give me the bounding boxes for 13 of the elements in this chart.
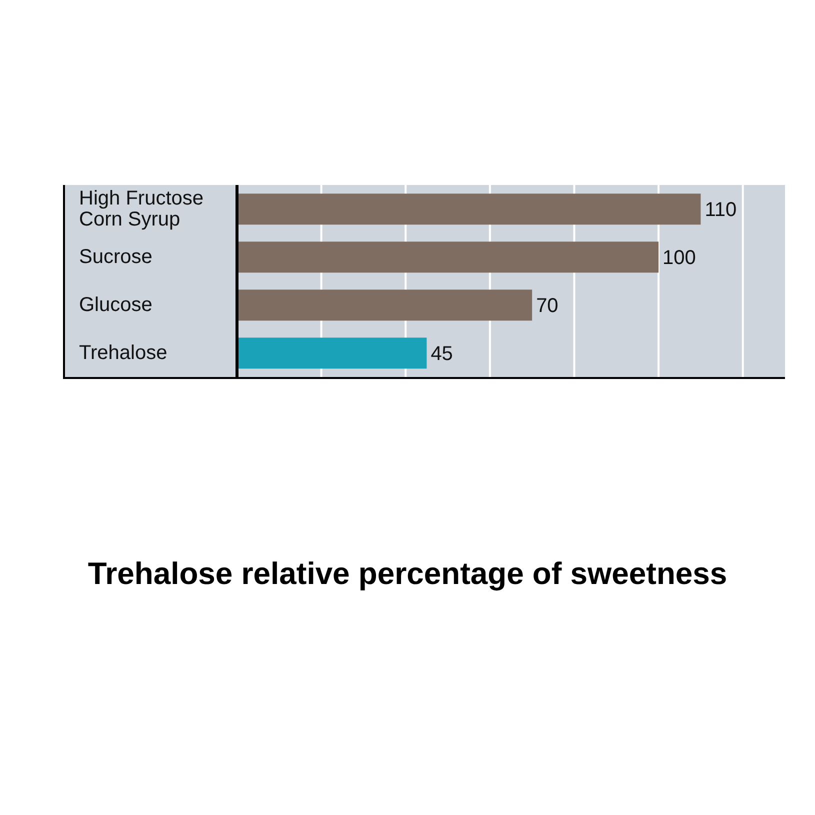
bar bbox=[237, 290, 532, 321]
y-tick-label: Glucose bbox=[79, 294, 152, 316]
data-label: 70 bbox=[536, 295, 558, 318]
bar bbox=[237, 338, 427, 369]
y-tick-label: Sucrose bbox=[79, 246, 152, 268]
text: Trehalose relative percentage of sweetness bbox=[86, 556, 728, 592]
y-tick-label: Trehalose bbox=[79, 342, 168, 364]
bar bbox=[237, 194, 701, 225]
bar bbox=[237, 242, 659, 273]
y-tick-label: High Fructose Corn Syrup bbox=[79, 188, 204, 230]
data-label: 45 bbox=[430, 343, 453, 366]
data-label: 100 bbox=[662, 247, 696, 270]
data-label: 110 bbox=[704, 199, 737, 222]
